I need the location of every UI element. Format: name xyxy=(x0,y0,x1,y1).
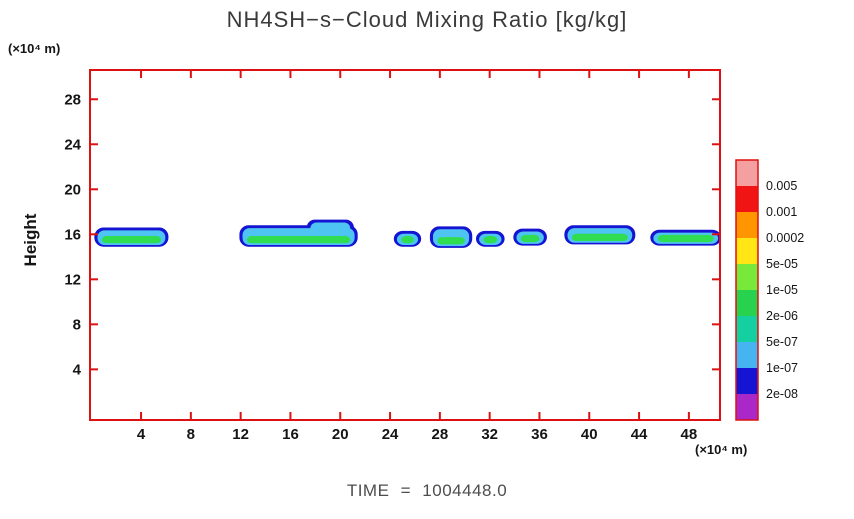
x-tick-label: 32 xyxy=(481,426,498,443)
colorbar-label: 5e-05 xyxy=(766,257,798,271)
cloud-band-contour xyxy=(401,235,414,244)
colorbar-label: 0.005 xyxy=(766,179,797,193)
colorbar-label: 2e-06 xyxy=(766,309,798,323)
y-tick-label: 8 xyxy=(73,316,81,333)
colorbar-segment xyxy=(736,238,758,264)
y-axis-label: Height xyxy=(21,213,40,267)
x-tick-label: 48 xyxy=(681,426,698,443)
time-caption: TIME = 1004448.0 xyxy=(346,481,508,500)
x-tick-label: 28 xyxy=(432,426,449,443)
colorbar-segment xyxy=(736,342,758,368)
x-tick-label: 4 xyxy=(137,426,146,443)
x-tick-label: 16 xyxy=(282,426,299,443)
colorbar-label: 2e-08 xyxy=(766,387,798,401)
x-tick-label: 8 xyxy=(187,426,195,443)
colorbar-label: 1e-05 xyxy=(766,283,798,297)
colorbar-label: 0.001 xyxy=(766,205,797,219)
x-tick-label: 24 xyxy=(382,426,399,443)
y-tick-label: 24 xyxy=(64,136,81,153)
colorbar-label: 1e-07 xyxy=(766,361,798,375)
y-tick-label: 20 xyxy=(64,181,81,198)
colorbar-label: 0.0002 xyxy=(766,231,804,245)
cloud-band-contour xyxy=(520,234,540,243)
colorbar-segment xyxy=(736,290,758,316)
chart-title: NH4SH−s−Cloud Mixing Ratio [kg/kg] xyxy=(226,7,628,32)
colorbar-segment xyxy=(736,368,758,394)
cloud-band-contour xyxy=(101,235,161,244)
colorbar-frame xyxy=(735,159,759,421)
y-tick-label: 12 xyxy=(64,271,81,288)
cloud-band-contour xyxy=(571,233,628,242)
colorbar-segment xyxy=(736,186,758,212)
y-tick-label: 4 xyxy=(73,361,82,378)
y-axis-unit: (×10⁴ m) xyxy=(8,41,61,56)
colorbar-segment xyxy=(736,160,758,186)
cloud-band-contour xyxy=(657,234,714,243)
y-tick-label: 16 xyxy=(64,226,81,243)
cloud-band-contour xyxy=(246,235,351,244)
x-tick-label: 40 xyxy=(581,426,598,443)
colorbar-label: 5e-07 xyxy=(766,335,798,349)
cloud-band-contour xyxy=(483,235,498,244)
x-axis-unit: (×10⁴ m) xyxy=(695,442,748,457)
cloud-band-contour xyxy=(437,237,465,245)
colorbar-segment xyxy=(736,264,758,290)
x-tick-label: 12 xyxy=(232,426,249,443)
plot-frame xyxy=(89,69,721,421)
y-tick-label: 28 xyxy=(64,91,81,108)
cloud-band-layer xyxy=(94,219,720,248)
colorbar-segment xyxy=(736,212,758,238)
colorbar-segment xyxy=(736,316,758,342)
colorbar-segment xyxy=(736,394,758,420)
x-tick-label: 20 xyxy=(332,426,349,443)
x-tick-label: 36 xyxy=(531,426,548,443)
x-tick-label: 44 xyxy=(631,426,648,443)
